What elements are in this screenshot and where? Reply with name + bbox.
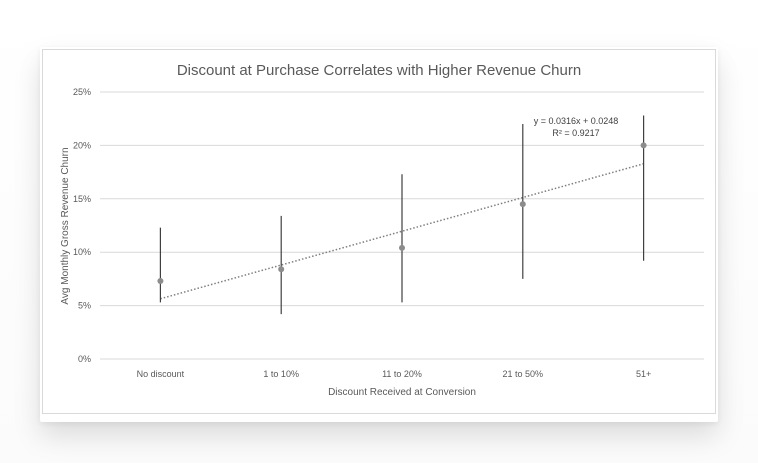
x-tick-label: 11 to 20% (382, 369, 422, 379)
y-tick-label: 15% (73, 194, 91, 204)
y-tick-label: 0% (78, 354, 91, 364)
x-tick-labels: No discount 1 to 10% 11 to 20% 21 to 50% 51+ (137, 369, 652, 379)
x-tick-label: No discount (137, 369, 185, 379)
y-tick-label: 25% (73, 87, 91, 97)
data-point (399, 244, 405, 251)
trendline-r-squared: R² = 0.9217 (552, 128, 599, 138)
data-point (640, 142, 647, 149)
x-tick-label: 51+ (636, 369, 651, 379)
data-point (157, 278, 164, 285)
x-tick-label: 21 to 50% (503, 369, 544, 379)
y-axis-label: Avg Monthly Gross Revenue Churn (60, 147, 71, 304)
x-axis-label: Discount Received at Conversion (328, 387, 476, 398)
y-tick-label: 20% (73, 140, 91, 150)
data-points (157, 142, 647, 285)
y-tick-label: 10% (73, 247, 91, 257)
data-point (278, 266, 285, 273)
chart-title: Discount at Purchase Correlates with Hig… (177, 62, 581, 79)
y-tick-label: 5% (78, 301, 91, 311)
trendline-equation: y = 0.0316x + 0.0248 (534, 116, 619, 126)
data-point (519, 201, 526, 208)
gridlines (100, 91, 704, 360)
y-tick-labels: 0% 5% 10% 15% 20% 25% (73, 87, 91, 364)
chart-frame (42, 49, 716, 414)
x-tick-label: 1 to 10% (263, 369, 299, 379)
